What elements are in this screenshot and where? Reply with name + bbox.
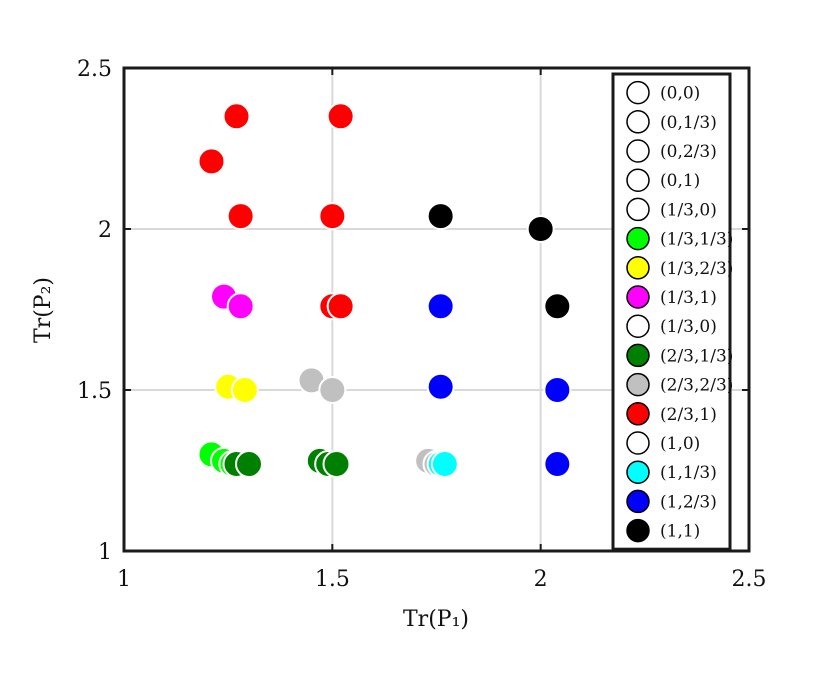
legend-label: (1,2/3) [660, 492, 717, 512]
legend-marker [626, 518, 650, 543]
x-tick-label: 1.5 [315, 567, 350, 592]
data-point-series-11 [326, 102, 355, 131]
y-tick-label: 1 [98, 540, 112, 565]
data-point-series-11 [226, 202, 255, 231]
y-tick-label: 1.5 [77, 379, 112, 404]
legend-marker [626, 226, 650, 251]
data-point-series-14 [426, 292, 455, 321]
legend-marker [626, 110, 650, 134]
legend-label: (1/3,2/3) [660, 259, 733, 279]
data-point-series-7 [226, 292, 255, 321]
legend-marker [626, 460, 650, 484]
legend-label: (0,1/3) [660, 113, 717, 133]
data-point-series-15 [526, 215, 555, 243]
axis-ticks: 1 1.5 2 2.5 1 1.5 2 2.5 [77, 57, 767, 592]
legend-marker [626, 314, 650, 338]
legend-marker [626, 372, 650, 397]
legend-label: (1,0) [660, 434, 700, 454]
legend-label: (1,1) [660, 522, 700, 542]
data-point-series-6 [230, 376, 259, 404]
y-tick-label: 2 [98, 218, 112, 243]
legend-label: (1,1/3) [660, 463, 717, 483]
legend-label: (1/3,1/3) [660, 230, 733, 250]
data-point-series-9 [235, 450, 263, 479]
legend-marker [626, 431, 650, 455]
legend-label: (1/3,0) [660, 317, 717, 337]
data-point-series-11 [197, 147, 226, 176]
data-point-series-11 [326, 292, 355, 321]
legend-label: (1/3,1) [660, 288, 717, 308]
data-point-series-11 [222, 102, 251, 131]
plot-frame [122, 66, 751, 553]
legend-label: (1/3,0) [660, 200, 717, 220]
legend-label: (0,1) [660, 171, 700, 191]
x-axis-label: Tr(P₁) [403, 607, 469, 632]
legend-label: (0,0) [660, 84, 700, 104]
legend-marker [626, 489, 650, 514]
legend-marker [626, 80, 650, 105]
x-tick-label: 2 [534, 567, 548, 592]
data-point-series-14 [543, 376, 572, 404]
data-points [197, 102, 572, 479]
data-point-series-13 [430, 450, 459, 479]
legend-marker [626, 139, 650, 163]
data-point-series-15 [543, 292, 572, 321]
legend-marker [626, 197, 650, 222]
legend-label: (2/3,2/3) [660, 376, 733, 396]
legend-label: (0,2/3) [660, 142, 717, 162]
x-tick-label: 1 [117, 567, 131, 592]
data-point-series-15 [426, 202, 455, 231]
legend-marker [626, 168, 650, 192]
y-axis-label: Tr(P₂) [31, 277, 56, 343]
legend-marker [626, 402, 650, 426]
legend-marker [626, 256, 650, 280]
legend-marker [626, 343, 650, 368]
legend-marker [626, 285, 650, 309]
data-point-series-11 [318, 202, 347, 231]
data-point-series-14 [543, 450, 572, 479]
legend-label: (2/3,1) [660, 405, 717, 425]
data-point-series-9 [322, 450, 351, 479]
data-point-series-10 [318, 376, 347, 404]
legend-label: (2/3,1/3) [660, 346, 733, 366]
y-tick-label: 2.5 [77, 57, 112, 82]
data-point-series-14 [426, 372, 455, 401]
legend: (0,0) (0,1/3) (0,2/3) (0,1) (1/3,0) (1/3,1/3)… [611, 72, 733, 551]
x-tick-label: 2.5 [732, 567, 767, 592]
